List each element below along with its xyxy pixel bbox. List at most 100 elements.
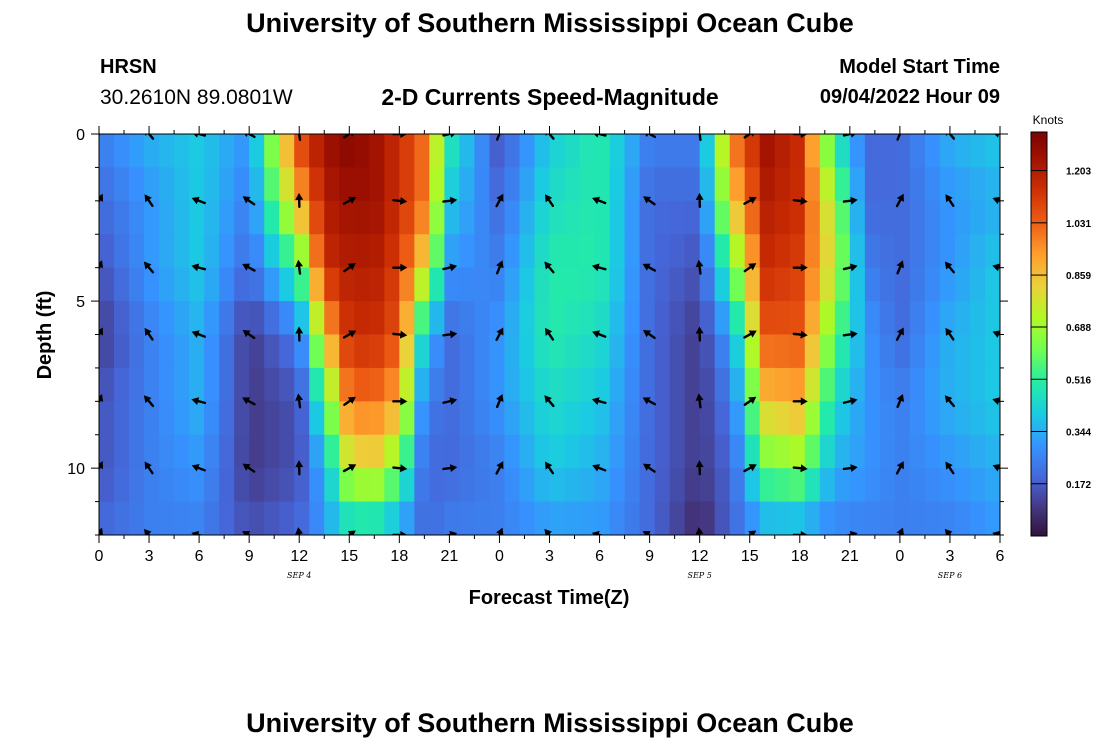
heatmap-cell [294,134,310,169]
vector-arrow [191,397,207,405]
heatmap-cell [234,501,250,535]
heatmap-cell [474,468,491,503]
heatmap-cell [174,134,190,169]
x-tick-label: 15 [340,548,358,565]
heatmap-cell [609,334,626,369]
colorbar: Knots 0.172 0.344 0.516 0.688 0.859 1.031 1.20… [1030,113,1091,537]
heatmap-cell [309,134,325,169]
vector-arrow [495,134,504,141]
heatmap-cell [369,200,385,235]
heatmap-cell [834,234,851,269]
heatmap-cell [99,200,115,235]
heatmap-cell [624,267,641,302]
heatmap-cell [654,334,671,369]
heatmap-cell [954,167,971,202]
heatmap-cell [834,401,851,436]
heatmap-cell [279,200,295,235]
heatmap-cell [144,200,160,235]
heatmap-cell [699,167,716,202]
heatmap-cell [129,401,145,436]
vector-arrow [295,527,304,535]
heatmap-cell [309,234,325,269]
heatmap-cell [354,334,370,369]
heatmap-cell [354,267,370,302]
heatmap-cell [519,301,536,336]
heatmap-cell [519,234,536,269]
heatmap-cell [369,134,385,169]
heatmap-cell [249,167,265,202]
heatmap-cell [984,167,1000,202]
heatmap-cell [429,267,445,302]
heatmap-cell [954,367,971,402]
heatmap-cell [144,334,160,369]
heatmap-cell [834,301,851,336]
heatmap-cell [564,267,581,302]
vector-arrow [792,196,808,205]
heatmap-cell [279,234,295,269]
heatmap-cell [849,434,866,469]
vector-arrow [392,196,408,205]
heatmap-cell [819,167,836,202]
heatmap-cell [879,434,896,469]
heatmap-cell [399,501,415,535]
x-tick-label: 3 [545,548,554,565]
vector-arrow [743,196,757,205]
y-tick-label: 10 [67,461,85,478]
y-axis-label: Depth (ft) [34,291,56,380]
heatmap-cell [624,334,641,369]
heatmap-cell [849,234,866,269]
heatmap-cell [144,468,160,503]
heatmap-cell [654,267,671,302]
date-label: SEP 4 [287,571,311,580]
heatmap-cell [714,367,731,402]
heatmap-cell [279,167,295,202]
heatmap-cell [744,267,761,302]
heatmap-cell [174,468,190,503]
heatmap-cell [249,200,265,235]
heatmap-cell [759,167,776,202]
heatmap-cell [579,334,596,369]
heatmap-cell [954,501,971,535]
heatmap-cell [774,401,791,436]
x-tick-label: 12 [691,548,709,565]
heatmap-cell [729,401,746,436]
vector-arrow [695,460,704,476]
x-tick-label: 6 [195,548,204,565]
heatmap-cell [459,401,476,436]
heatmap-cell [609,234,626,269]
colorbar-tick-label: 1.203 [1066,167,1091,178]
x-tick-label: 15 [741,548,759,565]
vector-arrow [342,330,357,339]
heatmap-cell [849,167,866,202]
heatmap-cell [264,267,280,302]
heatmap-cell [309,334,325,369]
vector-arrow [592,464,607,472]
heatmap-cell [714,334,731,369]
heatmap-cell [639,234,656,269]
heatmap-cell [219,267,235,302]
vector-arrow [643,463,656,473]
heatmap-cell [204,334,220,369]
heatmap-cell [504,401,521,436]
heatmap-cell [834,501,851,535]
heatmap-cell [99,301,115,336]
heatmap-cell [429,200,445,235]
vector-arrow [544,261,555,274]
heatmap-cell [699,267,716,302]
heatmap-cell [489,234,506,269]
heatmap-cell [369,234,385,269]
heatmap-cell [264,401,280,436]
heatmap-cell [819,200,836,235]
heatmap-cell [744,334,761,369]
heatmap-cell [459,367,476,402]
heatmap-cell [174,167,190,202]
vector-arrow [642,263,657,272]
heatmap-cell [294,301,310,336]
heatmap-cell [804,434,821,469]
heatmap-cell [699,234,716,269]
heatmap-cell [624,167,641,202]
heatmap-cell [804,334,821,369]
heatmap-cell [924,267,941,302]
heatmap-cell [219,200,235,235]
heatmap-cell [399,334,415,369]
